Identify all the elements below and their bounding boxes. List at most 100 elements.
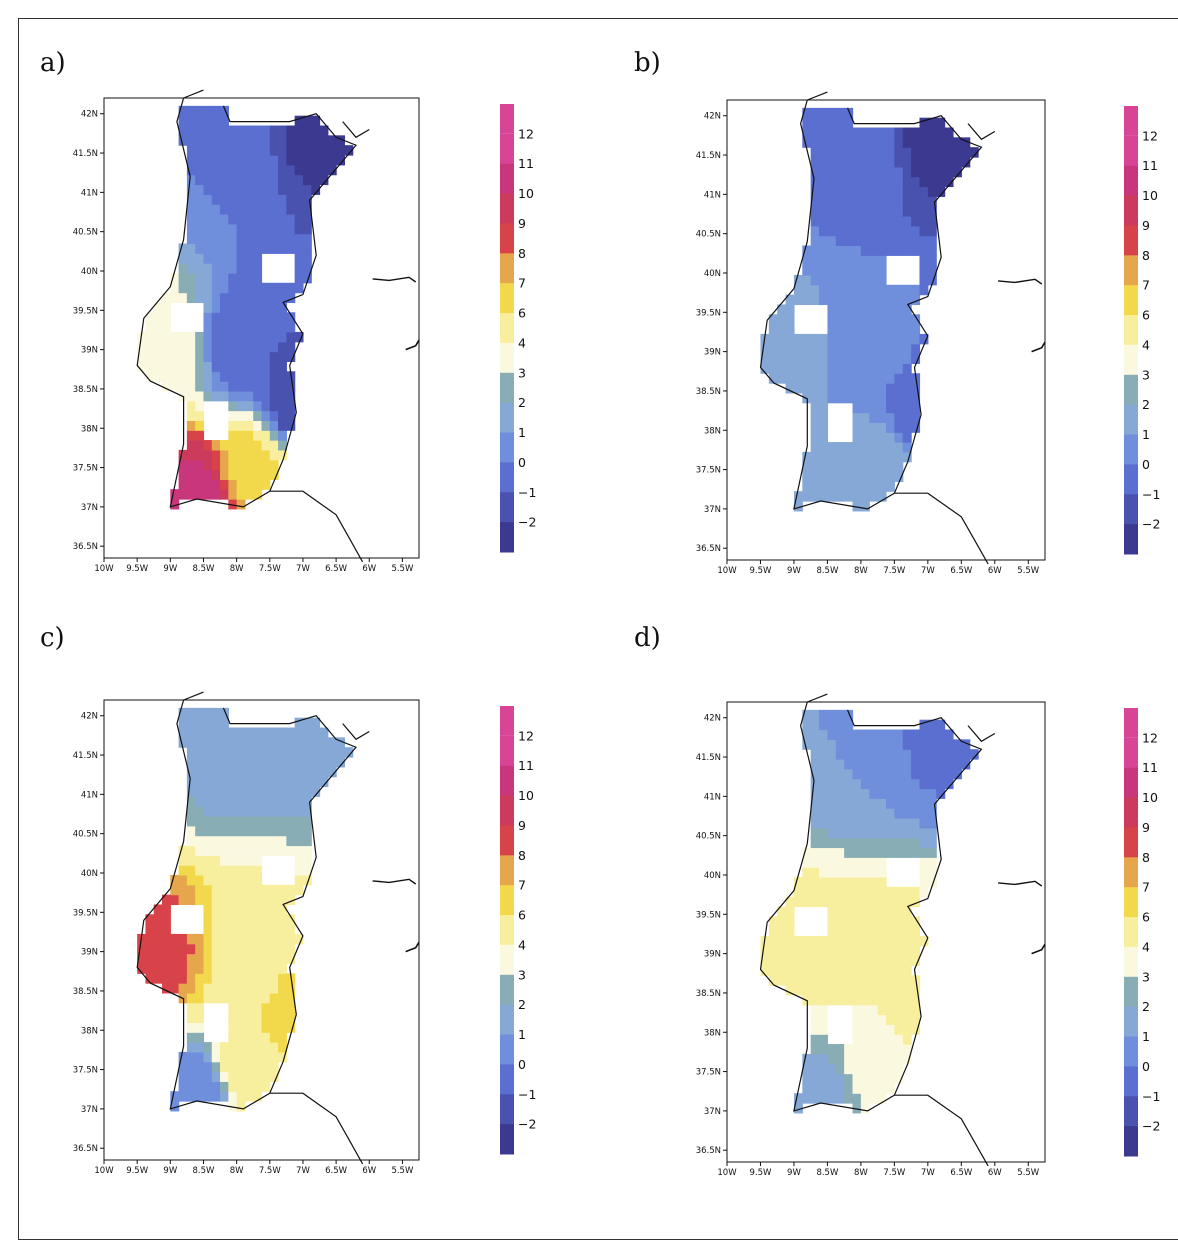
field-cell [344,747,354,758]
field-cell [952,147,962,158]
field-cell [228,164,238,176]
field-cell [244,174,254,186]
field-cell [186,894,196,906]
field-cell [244,914,254,925]
field-cell [852,1014,862,1025]
field-cell [877,965,887,976]
field-cell [236,1101,246,1112]
field-cell [852,994,862,1006]
field-cell [186,381,196,392]
coastline-detail [342,121,370,139]
field-cell [902,402,912,414]
field-cell [228,253,238,264]
field-cell [211,381,221,392]
field-cell [269,963,279,974]
field-cell [835,471,845,482]
field-cell [220,204,229,215]
y-tick-label: 39N [81,346,98,356]
field-cell [927,808,937,819]
field-cell [211,204,221,215]
field-cell [261,174,271,186]
field-cell [211,194,221,205]
field-cell [852,847,862,858]
field-cell [211,953,221,965]
field-cell [785,324,795,335]
field-cell [827,373,837,384]
field-cell [810,343,820,355]
field-cell [195,184,205,195]
field-cell [886,965,895,976]
field-cell [894,373,904,384]
field-cell [153,322,163,333]
field-cell [203,469,213,480]
field-cell [178,963,188,974]
field-cell [760,353,770,365]
field-cell [894,422,904,433]
field-cell [894,215,904,227]
field-cell [220,194,229,205]
field-cell [302,272,312,284]
field-cell [211,115,221,127]
field-cell [819,945,829,957]
field-cell [244,489,254,500]
field-cell [228,302,238,313]
field-cell [253,933,263,945]
field-cell [145,953,155,965]
field-cell [894,353,904,365]
field-cell [810,1083,820,1094]
field-cell [877,1024,887,1035]
field-cell [244,1081,254,1092]
field-cell [203,164,213,176]
field-cell [220,371,229,382]
field-cell [228,1002,238,1014]
field-cell [261,213,271,225]
field-cell [810,461,820,473]
field-cell [902,225,912,237]
field-cell [869,827,879,839]
field-cell [278,322,287,333]
field-cell [195,194,205,205]
field-cell [860,373,870,384]
field-cell [244,459,254,471]
field-cell [860,186,870,197]
field-cell [860,847,870,858]
field-cell [269,361,279,372]
field-cell [162,381,171,392]
field-cell [261,1042,271,1053]
field-cell [777,955,787,967]
field-cell [236,874,246,886]
field-cell [877,471,887,482]
field-cell [785,383,795,394]
field-cell [844,294,854,306]
field-cell [844,235,854,247]
field-cell [162,924,171,935]
field-cell [894,333,904,345]
field-cell [311,125,321,136]
field-cell [269,449,279,461]
colorbar-label: 7 [1142,880,1150,895]
field-cell [278,430,287,441]
field-cell [911,186,921,197]
colorbar-label: 11 [518,156,534,171]
field-cell [810,215,820,227]
x-tick-label: 10W [717,1168,737,1178]
field-cell [927,215,937,227]
field-cell [810,985,820,996]
field-cell [894,225,904,237]
field-cell [886,314,895,325]
field-cell [886,1073,895,1084]
field-cell [203,213,213,225]
field-cell [835,916,845,927]
field-cell [911,137,921,148]
field-cell [253,125,263,136]
field-cell [768,955,778,967]
field-cell [869,1073,879,1084]
field-cell [203,983,213,994]
field-cell [220,233,229,245]
coastline [136,97,364,563]
field-cell [819,353,829,365]
field-cell [810,412,820,423]
field-cell [269,983,279,994]
field-cell [827,847,837,858]
